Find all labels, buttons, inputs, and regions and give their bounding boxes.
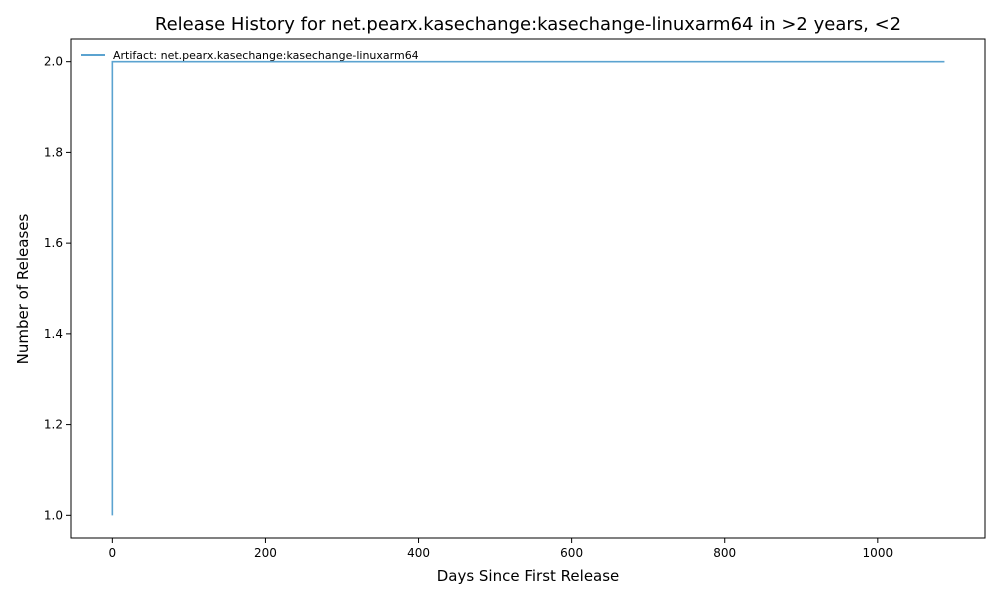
series-line	[111, 60, 945, 516]
x-tick-label: 800	[713, 546, 736, 560]
x-axis-label: Days Since First Release	[437, 567, 620, 585]
x-axis: 0 200 400 600 800 1000	[109, 538, 894, 560]
y-tick-label: 1.8	[44, 145, 63, 159]
legend: Artifact: net.pearx.kasechange:kasechang…	[81, 49, 419, 62]
y-tick-label: 1.2	[44, 418, 63, 432]
x-tick-label: 1000	[863, 546, 894, 560]
y-tick-label: 2.0	[44, 55, 63, 69]
x-tick-label: 0	[109, 546, 117, 560]
y-tick-label: 1.0	[44, 508, 63, 522]
x-tick-label: 400	[407, 546, 430, 560]
y-axis-label: Number of Releases	[14, 213, 32, 364]
legend-entry: Artifact: net.pearx.kasechange:kasechang…	[113, 49, 419, 62]
plot-frame	[70, 38, 986, 539]
y-axis: 1.0 1.2 1.4 1.6 1.8 2.0	[44, 55, 71, 522]
x-tick-label: 600	[560, 546, 583, 560]
x-tick-label: 200	[254, 546, 277, 560]
y-tick-label: 1.4	[44, 327, 63, 341]
y-tick-label: 1.6	[44, 236, 63, 250]
series-group	[111, 60, 945, 516]
chart-title: Release History for net.pearx.kasechange…	[155, 14, 901, 35]
